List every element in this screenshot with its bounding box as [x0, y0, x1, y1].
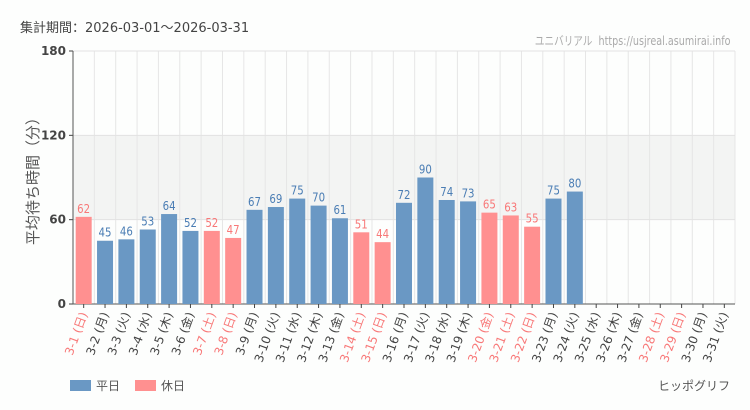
legend-swatch	[135, 380, 156, 391]
bar	[545, 198, 562, 304]
bar	[524, 226, 541, 304]
bar	[374, 242, 391, 304]
bar	[139, 229, 156, 304]
bar	[396, 202, 412, 304]
data-label: 61	[333, 203, 346, 217]
data-label: 74	[440, 185, 453, 199]
bar	[267, 207, 284, 304]
bar	[182, 230, 199, 304]
data-label: 44	[376, 227, 389, 241]
bar	[118, 239, 135, 304]
data-label: 55	[526, 212, 539, 226]
watermark: ユニバリアル https://usjreal.asumirai.info	[534, 34, 730, 48]
bar	[566, 191, 583, 304]
data-label: 65	[483, 198, 496, 212]
data-label: 51	[355, 218, 368, 232]
data-label: 62	[77, 202, 90, 216]
legend-swatch	[70, 380, 91, 391]
y-tick-label: 180	[41, 44, 66, 58]
data-label: 75	[291, 184, 304, 198]
bar	[225, 237, 242, 304]
credit: ヒッポグリフ	[657, 379, 730, 393]
data-label: 69	[269, 192, 282, 206]
data-label: 80	[568, 177, 581, 191]
bar	[161, 214, 178, 304]
data-label: 73	[462, 187, 475, 201]
bar	[310, 205, 327, 304]
bar	[481, 212, 498, 304]
y-tick-label: 120	[41, 128, 66, 142]
period-label: 集計期間：2026-03-01〜2026-03-31	[20, 21, 250, 36]
data-label: 63	[504, 201, 517, 215]
data-label: 46	[120, 225, 133, 239]
y-tick-label: 60	[49, 213, 66, 227]
bar	[353, 232, 370, 304]
bar	[246, 209, 263, 304]
legend-label: 平日	[96, 379, 120, 393]
legend-label: 休日	[161, 379, 185, 393]
bar	[417, 177, 434, 304]
data-label: 52	[184, 216, 197, 230]
data-label: 67	[248, 195, 261, 209]
bar	[331, 218, 348, 304]
data-label: 64	[163, 199, 176, 213]
bar	[97, 240, 114, 304]
bar	[75, 216, 92, 304]
bar	[502, 215, 519, 304]
bar	[203, 230, 220, 304]
data-label: 70	[312, 191, 325, 205]
y-axis-label: 平均待ち時間（分）	[24, 110, 42, 245]
data-label: 53	[141, 215, 154, 229]
bar	[289, 198, 306, 304]
y-tick-label: 0	[58, 297, 66, 311]
data-label: 90	[419, 163, 432, 177]
data-label: 52	[205, 216, 218, 230]
data-label: 45	[99, 226, 112, 240]
bar	[438, 199, 455, 304]
data-label: 75	[547, 184, 560, 198]
bar	[460, 201, 477, 304]
data-label: 72	[398, 188, 411, 202]
data-label: 47	[227, 223, 240, 237]
